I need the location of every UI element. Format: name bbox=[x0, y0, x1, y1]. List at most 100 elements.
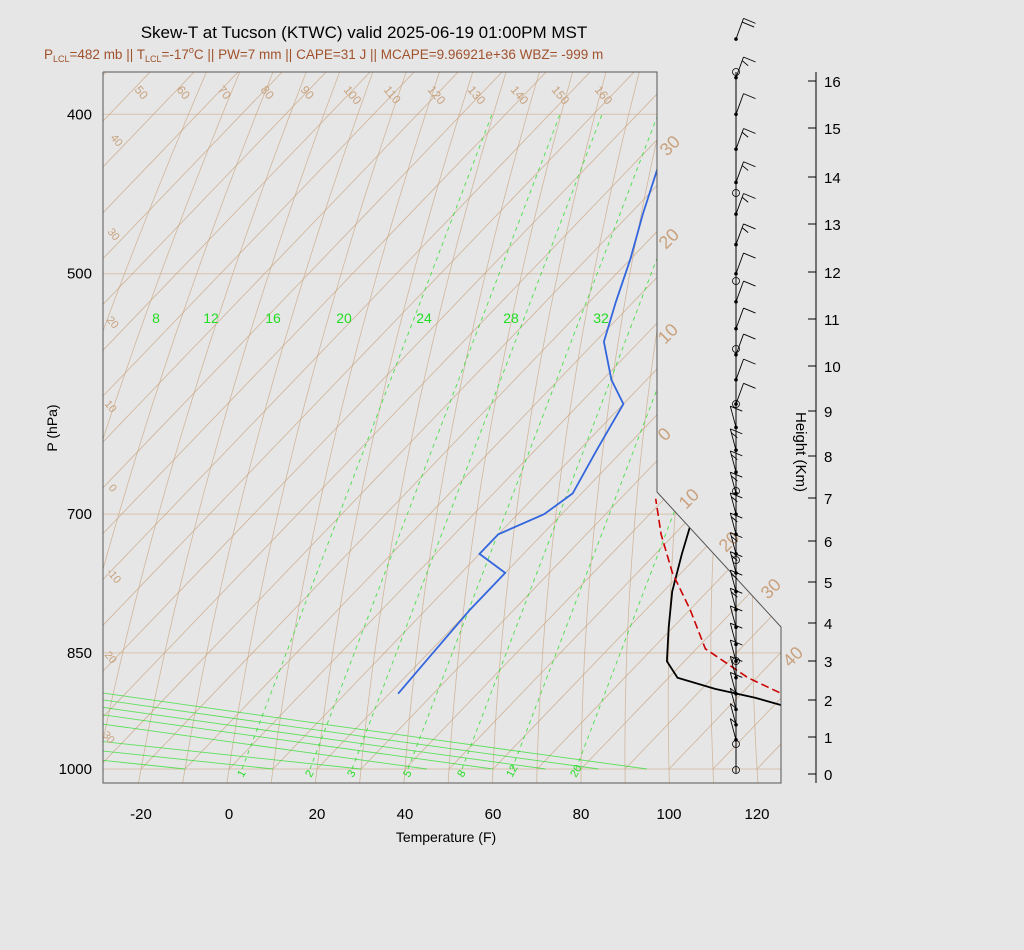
mixing-ratio-label: 5 bbox=[401, 768, 414, 779]
wind-barb bbox=[734, 333, 756, 357]
height-tick-label: 11 bbox=[824, 312, 840, 329]
mixing-ratio-label: 8 bbox=[455, 768, 468, 779]
calm-wind-circle bbox=[732, 487, 740, 495]
wind-barb-flag bbox=[741, 227, 749, 233]
wind-barb-staff bbox=[735, 333, 744, 355]
wind-barb-flag bbox=[731, 432, 738, 439]
wind-barb-staff bbox=[735, 161, 744, 183]
wind-barb-staff bbox=[729, 532, 737, 554]
temperature-label: 20 bbox=[655, 225, 683, 253]
isotherm-line bbox=[103, 72, 781, 770]
wind-barb-staff bbox=[729, 588, 737, 610]
wind-barb-flag bbox=[743, 161, 756, 168]
wind-barb-flag bbox=[730, 639, 743, 646]
moist-adiabat-line bbox=[103, 72, 362, 770]
moist-adiabat-label: 32 bbox=[593, 310, 609, 326]
dry-adiabat-line bbox=[223, 72, 781, 783]
x-tick-label: 120 bbox=[744, 806, 769, 823]
temperature-label: 40 bbox=[779, 643, 807, 671]
wind-barb-staff bbox=[729, 512, 737, 535]
wind-barb-flag bbox=[743, 128, 756, 134]
wind-barb bbox=[729, 655, 743, 680]
x-tick-label: -20 bbox=[130, 806, 152, 823]
isotherm-line bbox=[228, 72, 781, 770]
height-tick-label: 9 bbox=[824, 404, 832, 421]
wind-barb-staff bbox=[729, 688, 737, 710]
dry-adiabat-line bbox=[446, 72, 781, 783]
isotherm-line bbox=[668, 72, 781, 770]
wind-barb bbox=[729, 428, 743, 452]
wind-barb-flag bbox=[743, 17, 756, 24]
mixing-ratio-label: 12 bbox=[504, 763, 521, 780]
dry-adiabat-line bbox=[951, 0, 1024, 804]
parcel-line bbox=[654, 498, 781, 699]
moist-adiabat-label: 8 bbox=[152, 310, 160, 326]
isotherm-line bbox=[103, 72, 781, 770]
wind-barb-staff bbox=[729, 672, 737, 694]
wind-barb-flag bbox=[743, 93, 756, 100]
dry-adiabat-line bbox=[874, 0, 1024, 804]
wind-barb-staff bbox=[735, 280, 744, 302]
wind-barb-flag bbox=[743, 333, 756, 340]
temperature-label: 10 bbox=[654, 320, 682, 348]
isotherm-line bbox=[889, 0, 1024, 769]
temperature-label: 30 bbox=[656, 132, 684, 160]
wind-barb-staff bbox=[735, 307, 744, 329]
dry-adiabat-line bbox=[667, 72, 781, 783]
wind-barb bbox=[734, 93, 756, 117]
calm-wind-circle bbox=[732, 277, 740, 285]
plot-frame bbox=[102, 71, 782, 784]
wind-barb-flag bbox=[741, 60, 749, 67]
wind-barb-flag bbox=[743, 280, 756, 287]
height-tick-label: 6 bbox=[824, 534, 832, 551]
wind-barb-flag bbox=[741, 131, 749, 138]
calm-wind-circle bbox=[732, 189, 740, 197]
chart-subtitle: PLCL=482 mb || TLCL=-17oC || PW=7 mm || … bbox=[44, 45, 603, 64]
isotherm-line bbox=[103, 72, 781, 770]
height-tick-label: 0 bbox=[824, 767, 832, 784]
wind-barb-flag bbox=[741, 196, 749, 203]
wind-barb bbox=[729, 551, 743, 575]
dry-adiabat-line bbox=[103, 72, 766, 783]
calm-wind-circle bbox=[732, 657, 740, 665]
chart-labels: -200204060801001201001502002503004005007… bbox=[59, 83, 807, 823]
dry-adiabat-line bbox=[178, 72, 781, 783]
wind-barb-flag bbox=[743, 223, 756, 230]
dry-adiabat-line bbox=[580, 72, 781, 783]
mixing-ratio-label: 20 bbox=[568, 763, 585, 780]
wind-barb bbox=[734, 161, 756, 185]
wind-barb bbox=[734, 280, 756, 304]
wind-barb-staff bbox=[735, 128, 744, 150]
isotherm-line bbox=[845, 0, 1024, 769]
wind-barb-flag bbox=[743, 252, 756, 259]
isotherm-line bbox=[712, 72, 781, 770]
height-tick-label: 1 bbox=[824, 730, 832, 747]
isotherm-line bbox=[103, 72, 781, 770]
isotherm-label: 120 bbox=[425, 83, 449, 108]
isotherm-line bbox=[103, 72, 781, 770]
wind-barb-staff bbox=[729, 605, 737, 628]
isotherm-line bbox=[103, 72, 781, 770]
calm-wind-circle bbox=[732, 68, 740, 76]
wind-barb-flag bbox=[731, 573, 738, 580]
isotherm-line bbox=[801, 0, 1024, 769]
mixing-ratio-line bbox=[511, 114, 763, 770]
dry-adiabat-line bbox=[624, 72, 781, 783]
wind-barb-staff bbox=[735, 358, 744, 380]
wind-barb-staff bbox=[735, 223, 744, 245]
wind-barb-staff bbox=[729, 472, 737, 494]
temperature-label: 20 bbox=[715, 528, 743, 556]
x-axis-label: Temperature (F) bbox=[396, 829, 496, 845]
wind-barb-staff bbox=[729, 703, 737, 725]
moist-adiabat-label: 16 bbox=[265, 310, 281, 326]
isotherm-label: 80 bbox=[258, 83, 278, 102]
height-tick-label: 2 bbox=[824, 693, 832, 710]
mixing-ratio-line bbox=[309, 114, 561, 770]
wind-barb-staff bbox=[735, 93, 744, 115]
wind-barb-flag bbox=[743, 382, 756, 389]
dry-adiabat-line bbox=[710, 72, 781, 783]
temperature-label: 10 bbox=[675, 485, 703, 513]
wind-barb bbox=[729, 718, 738, 742]
moist-adiabat-label: 12 bbox=[203, 310, 219, 326]
height-tick-label: 5 bbox=[824, 575, 832, 592]
